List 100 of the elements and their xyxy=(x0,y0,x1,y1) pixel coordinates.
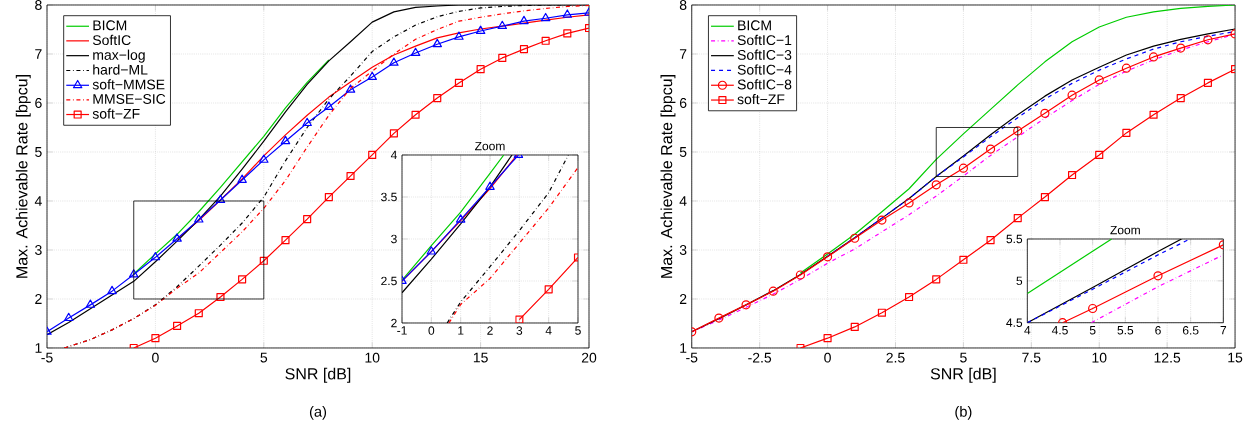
point xyxy=(128,269,139,278)
point xyxy=(389,57,399,66)
y-tick-label: 2.5 xyxy=(381,276,397,286)
x-tick-label: 3 xyxy=(516,326,523,335)
point xyxy=(714,313,724,323)
point xyxy=(1122,128,1131,137)
legend-label: SoftIC−8 xyxy=(737,79,792,90)
point xyxy=(1121,63,1131,73)
point xyxy=(410,47,421,57)
y-tick-label: 5 xyxy=(1016,276,1023,286)
y-tick-label: 3.5 xyxy=(381,192,397,202)
point xyxy=(904,198,914,208)
y-tick-label: 1 xyxy=(35,343,42,353)
y-tick-label: 4 xyxy=(679,196,687,206)
y-tick-label: 7 xyxy=(679,49,687,59)
x-tick-label: 5.5 xyxy=(1117,326,1134,335)
point xyxy=(877,308,886,317)
legend-label: soft−ZF xyxy=(92,108,140,119)
x-tick-label: 20 xyxy=(581,352,597,363)
y-tick-label: 1 xyxy=(680,343,687,353)
x-tick-label: 1 xyxy=(458,326,464,335)
point xyxy=(1095,150,1104,159)
point xyxy=(455,214,466,223)
x-tick-label: -5 xyxy=(686,352,698,363)
point xyxy=(959,255,968,264)
point xyxy=(475,25,486,34)
chart-title: Zoom xyxy=(475,141,505,151)
point xyxy=(823,334,832,343)
point xyxy=(432,38,442,48)
point xyxy=(932,275,941,284)
x-tick-label: 7 xyxy=(1220,326,1227,335)
point xyxy=(850,233,860,243)
point xyxy=(822,252,833,262)
point xyxy=(1148,52,1159,62)
chart-title: Zoom xyxy=(1110,225,1140,235)
point xyxy=(63,312,74,322)
legend-label: max−log xyxy=(93,49,145,63)
point xyxy=(85,299,96,308)
x-tick-label: 6.5 xyxy=(1182,326,1199,335)
point xyxy=(172,233,182,242)
x-tick-label: 10 xyxy=(365,352,380,363)
legend-label: BICM xyxy=(93,20,127,31)
y-tick-label: 2 xyxy=(679,294,687,304)
y-axis-title: Max. Achievable Rate [bpcu] xyxy=(660,75,676,278)
legend-label: SoftIC−4 xyxy=(737,64,792,75)
x-tick-label: 12.5 xyxy=(1154,352,1181,363)
point xyxy=(107,285,117,295)
point xyxy=(541,36,550,45)
x-tick-label: 10 xyxy=(1092,352,1107,363)
x-tick-label: -1 xyxy=(397,326,407,335)
point xyxy=(302,117,312,127)
y-tick-label: 5 xyxy=(35,147,42,157)
y-tick-label: 8 xyxy=(679,0,687,10)
y-tick-label: 3 xyxy=(35,245,42,255)
point xyxy=(346,171,355,181)
point xyxy=(540,12,551,22)
point xyxy=(768,286,778,296)
point xyxy=(1088,303,1098,314)
point xyxy=(237,174,247,183)
legend-label: soft−ZF xyxy=(737,93,785,105)
x-tick-label: 0 xyxy=(428,326,435,335)
point xyxy=(194,214,204,223)
x-axis-title: SNR [dB] xyxy=(930,367,996,383)
y-axis-title: Max. Achievable Rate [bpcu] xyxy=(15,75,31,278)
point xyxy=(259,256,268,265)
point xyxy=(515,315,524,323)
point xyxy=(476,65,485,74)
text: (a) xyxy=(309,406,327,420)
point xyxy=(389,129,398,138)
x-tick-label: 5 xyxy=(960,352,967,363)
point xyxy=(1203,35,1213,45)
legend-label: BICM xyxy=(738,20,771,31)
point xyxy=(259,154,269,163)
legend-label: SoftIC−3 xyxy=(737,49,792,60)
point xyxy=(368,150,377,159)
x-tick-label: 2.5 xyxy=(886,352,905,363)
x-tick-label: 0 xyxy=(152,352,159,363)
x-tick-label: 5 xyxy=(1089,326,1096,335)
legend-label: soft−MMSE xyxy=(92,79,165,90)
point xyxy=(345,84,356,93)
point xyxy=(1176,43,1186,53)
x-axis-title: SNR [dB] xyxy=(285,367,351,383)
legend-label: SoftIC−1 xyxy=(737,34,792,46)
y-tick-label: 4.5 xyxy=(1006,318,1023,327)
point xyxy=(985,144,996,154)
point xyxy=(1013,214,1022,223)
x-tick-label: -2.5 xyxy=(748,352,772,363)
x-tick-label: -5 xyxy=(41,352,53,363)
point xyxy=(1149,110,1158,119)
y-tick-label: 6 xyxy=(35,98,42,108)
point xyxy=(150,251,161,261)
point xyxy=(1094,75,1104,85)
point xyxy=(151,334,160,343)
point xyxy=(1203,78,1212,87)
text: (b) xyxy=(955,406,972,420)
y-tick-label: 8 xyxy=(35,0,42,10)
point xyxy=(454,78,463,87)
point xyxy=(1040,193,1049,202)
x-tick-label: 4 xyxy=(545,326,552,335)
line-series xyxy=(799,5,1236,274)
